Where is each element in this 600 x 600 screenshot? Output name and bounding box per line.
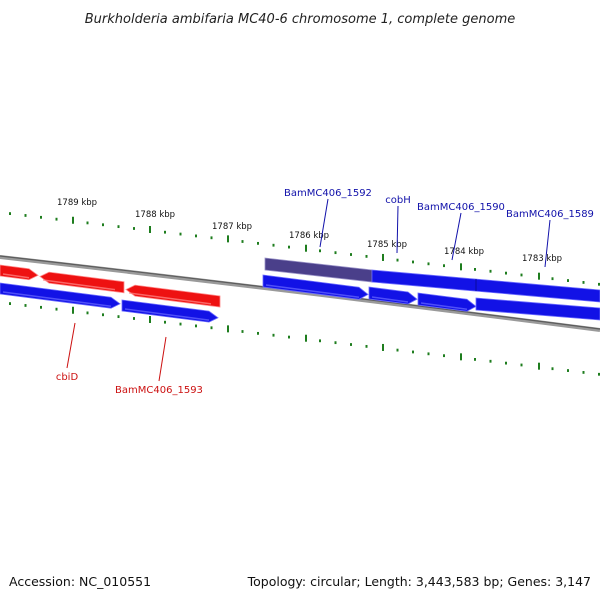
gene-feature-lower-2-highlight [371, 296, 409, 303]
gene-feature-reverse-partial-highlight [2, 273, 30, 279]
gene-feature-lower-4[interactable] [475, 297, 600, 321]
gene-feature-lower-3-highlight [420, 302, 468, 311]
gene-leader-line [319, 198, 329, 248]
gene-labels: BamMC406_1592cobHBamMC406_1590BamMC406_1… [56, 188, 594, 396]
tick-label: 1787 kbp [212, 222, 252, 232]
gene-leader-line [451, 212, 462, 261]
gene-features [0, 257, 600, 323]
gene-feature-reverse-partial[interactable] [0, 264, 39, 281]
genome-backbone [0, 255, 600, 332]
gene-feature-lower-1[interactable] [262, 274, 369, 300]
gene-feature-cbiD-track-highlight [2, 291, 112, 307]
genome-summary-text: Topology: circular; Length: 3,443,583 bp… [247, 574, 591, 589]
outer-tick-track [9, 212, 600, 286]
gene-feature-lower-1-highlight [265, 284, 360, 299]
tick-label: 1783 kbp [522, 254, 562, 264]
gene-feature-cbiD-highlight [42, 279, 116, 291]
gene-label[interactable]: BamMC406_1593 [115, 385, 203, 396]
gene-label[interactable]: cobH [385, 195, 410, 206]
gene-label[interactable]: BamMC406_1592 [284, 188, 372, 199]
gene-feature-1593-track-highlight [124, 308, 210, 321]
tick-labels: 1789 kbp 1788 kbp 1787 kbp 1786 kbp 1785 kbp… [57, 198, 562, 264]
tick-label: 1788 kbp [135, 210, 175, 220]
tick-label: 1785 kbp [367, 240, 407, 250]
gene-feature-1593-track[interactable] [121, 299, 219, 323]
gene-leader-line [544, 219, 551, 268]
gene-label[interactable]: BamMC406_1590 [417, 202, 505, 213]
gene-feature-lower-2[interactable] [368, 286, 418, 305]
gene-leader-line [66, 322, 76, 369]
inner-tick-track [9, 302, 600, 376]
map-title: Burkholderia ambifaria MC40-6 chromosome… [85, 12, 515, 27]
tick-label: 1784 kbp [444, 247, 484, 257]
tick-label: 1789 kbp [57, 198, 97, 208]
gene-feature-cobH-1590-1589[interactable] [371, 269, 600, 303]
gene-feature-BamMC406_1593-highlight [128, 292, 212, 305]
gene-label[interactable]: BamMC406_1589 [506, 209, 594, 220]
gene-leader-line [158, 336, 167, 382]
accession-text: Accession: NC_010551 [9, 574, 151, 589]
gene-feature-cbiD-track[interactable] [0, 282, 121, 309]
gene-feature-lower-3[interactable] [417, 292, 477, 312]
tick-label: 1786 kbp [289, 231, 329, 241]
gene-label[interactable]: cbiD [56, 372, 79, 383]
gene-leader-line [396, 205, 399, 254]
